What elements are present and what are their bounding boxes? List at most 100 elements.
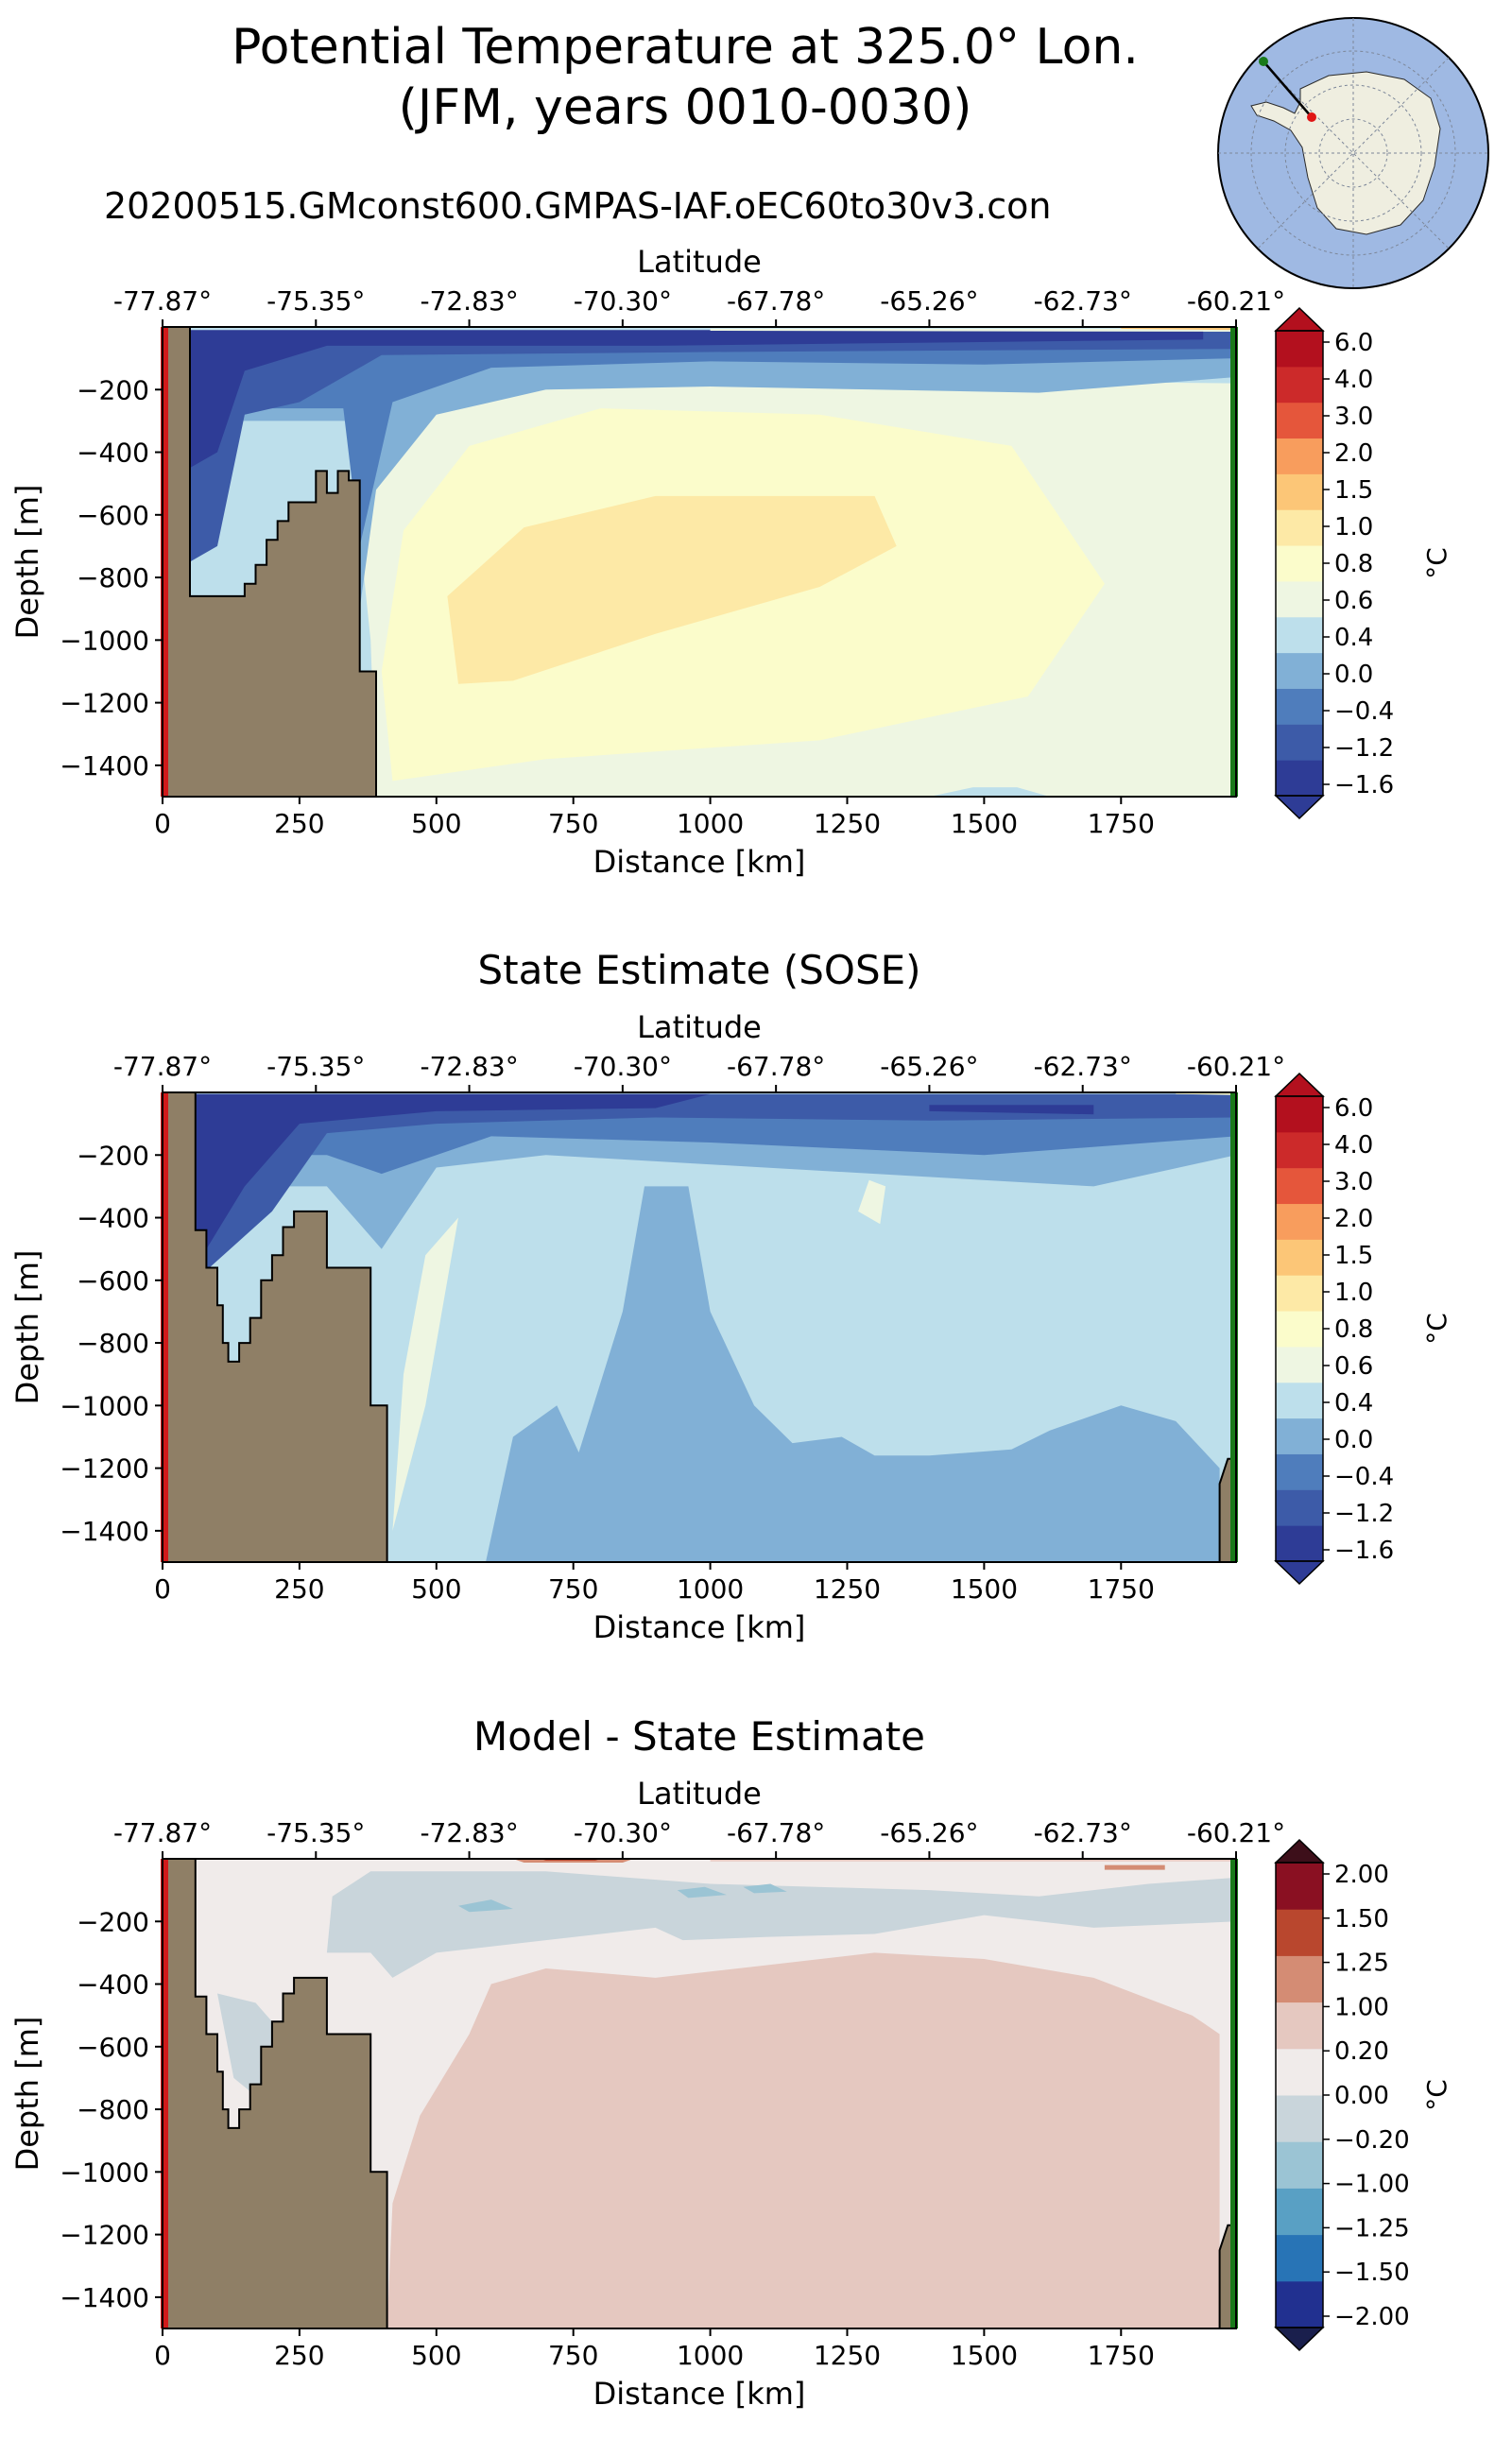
model-panel-xtick-label-7: 1750 [1088,808,1155,839]
model-panel-toptick-label-5: -65.26° [880,285,978,317]
model-panel-colorbar-swatch-12 [1276,331,1323,368]
difference-panel-colorbar-tick-label-8: −1.25 [1334,2214,1410,2242]
difference-panel-ytick-label-1: −400 [77,1969,149,2001]
difference-panel-toptick-label-1: -75.35° [266,1817,365,1848]
difference-panel-colorbar-tick-label-10: −2.00 [1334,2303,1410,2331]
model-panel-xtick-label-2: 500 [411,808,461,839]
difference-panel-contour-region-6 [743,1883,787,1894]
difference-panel-colorbar-swatch-3 [1276,2141,1323,2189]
figure-title-line2: (JFM, years 0010-0030) [398,79,972,136]
sose-panel-colorbar-tick-label-8: 0.4 [1334,1389,1373,1418]
difference-panel-colorbar-swatch-9 [1276,1863,1323,1910]
model-panel-colorbar-swatch-9 [1276,438,1323,474]
sose-panel-contour-region-1 [486,1186,1220,1562]
model-panel-toptick-label-1: -75.35° [266,285,365,317]
model-panel-colorbar-swatch-2 [1276,688,1323,725]
model-panel-xtick-label-6: 1500 [951,808,1018,839]
model-panel-colorbar-swatch-1 [1276,724,1323,761]
model-panel-colorbar-tick-label-0: 6.0 [1334,329,1373,357]
difference-panel-toptick-label-4: -67.78° [727,1817,825,1848]
difference-panel-colorbar-swatch-4 [1276,2095,1323,2142]
sose-panel-colorbar-swatch-3 [1276,1418,1323,1454]
difference-panel-colorbar-swatch-6 [1276,2002,1323,2050]
sose-panel-colorbar-tick-label-9: 0.0 [1334,1426,1373,1454]
difference-panel-colorbar-swatch-8 [1276,1909,1323,1956]
sose-panel-colorbar-swatch-4 [1276,1382,1323,1419]
sose-panel-xtick-label-6: 1500 [951,1573,1018,1605]
model-panel-xtick-label-0: 0 [154,808,171,839]
model-panel-colorbar-tick-label-11: −1.2 [1334,734,1394,763]
sose-panel-colorbar-tick-label-0: 6.0 [1334,1094,1373,1123]
model-panel-colorbar-swatch-6 [1276,545,1323,582]
model-panel-colorbar-extend-bottom [1274,795,1325,820]
sose-panel-ylabel: Depth [m] [9,1250,45,1405]
sose-panel-top-axis-label: Latitude [637,1009,762,1045]
transect-start-marker [1307,112,1316,122]
model-panel-chart: 0 250 500 750 1000 1250 1500 1750 Distance [km] −… [9,244,1452,880]
difference-panel-colorbar-swatch-1 [1276,2234,1323,2282]
model-panel-toptick-label-7: -60.21° [1187,285,1285,317]
model-panel-colorbar-tick-label-2: 3.0 [1334,403,1373,431]
sose-panel-ytick-label-3: −800 [77,1328,149,1359]
difference-panel-colorbar-tick-label-6: −0.20 [1334,2126,1410,2155]
model-panel-colorbar-tick-label-3: 2.0 [1334,439,1373,468]
difference-panel-xtick-label-4: 1000 [677,2340,744,2371]
sose-panel-colorbar-tick-label-4: 1.5 [1334,1242,1373,1270]
difference-panel-contour-region-4 [458,1899,513,1913]
sose-panel-bathymetry-left [163,1092,388,1562]
sose-panel-contour-region-2 [392,1217,458,1531]
model-panel-xtick-label-3: 750 [548,808,598,839]
difference-panel-xtick-label-2: 500 [411,2340,461,2371]
model-panel-colorbar-tick-label-9: 0.0 [1334,661,1373,689]
difference-panel-toptick-label-7: -60.21° [1187,1817,1285,1848]
sose-panel-colorbar-tick-label-5: 1.0 [1334,1279,1373,1307]
difference-panel-ytick-label-5: −1200 [60,2220,149,2251]
sose-panel-contour-region-8 [929,1105,1094,1115]
difference-panel-colorbar-tick-label-3: 1.00 [1334,1993,1389,2021]
model-panel-colorbar-tick-label-1: 4.0 [1334,366,1373,394]
sose-panel-toptick-label-0: -77.87° [113,1051,212,1082]
difference-panel-chart: 0 250 500 750 1000 1250 1500 1750 Distance [km] −… [9,1776,1452,2412]
sose-panel-toptick-label-1: -75.35° [266,1051,365,1082]
difference-panel-plot-frame [162,1858,1237,2329]
difference-panel-toptick-label-3: -70.30° [574,1817,672,1848]
sose-panel-toptick-label-4: -67.78° [727,1051,825,1082]
sose-panel-xtick-label-3: 750 [548,1573,598,1605]
difference-panel-toptick-label-0: -77.87° [113,1817,212,1848]
difference-panel-colorbar-tick-label-0: 2.00 [1334,1861,1389,1889]
sose-panel-plot-frame [162,1091,1237,1563]
difference-panel-ytick-label-4: −1000 [60,2156,149,2188]
difference-panel-colorbar-tick-label-5: 0.00 [1334,2082,1389,2110]
difference-panel-ytick-label-0: −200 [77,1906,149,1937]
model-panel-colorbar-swatch-0 [1276,760,1323,797]
model-panel-colorbar-swatch-10 [1276,402,1323,439]
model-panel-xtick-label-5: 1250 [814,808,881,839]
model-panel-colorbar-tick-label-4: 1.5 [1334,476,1373,505]
difference-panel-colorbar-tick-label-1: 1.50 [1334,1905,1389,1933]
difference-panel-xtick-label-7: 1750 [1088,2340,1155,2371]
sose-panel-colorbar-swatch-10 [1276,1167,1323,1205]
difference-panel-xtick-label-6: 1500 [951,2340,1018,2371]
model-panel-contour-region-7 [163,330,1204,484]
model-panel-top-axis-label: Latitude [637,244,762,280]
model-panel-contour-region-8 [710,328,1236,332]
model-panel-ytick-label-1: −400 [77,438,149,469]
difference-panel-colorbar-label: °C [1421,2079,1452,2111]
model-panel-toptick-label-6: -62.73° [1034,285,1132,317]
model-panel-toptick-label-3: -70.30° [574,285,672,317]
difference-panel-xtick-label-5: 1250 [814,2340,881,2371]
sose-panel-xlabel: Distance [km] [593,1609,806,1645]
model-panel-toptick-label-2: -72.83° [420,285,518,317]
sose-panel-xtick-label-5: 1250 [814,1573,881,1605]
model-panel-ytick-label-6: −1400 [60,750,149,782]
model-panel-xtick-label-4: 1000 [677,808,744,839]
sose-panel-ytick-label-1: −400 [77,1203,149,1234]
sose-panel-ytick-label-0: −200 [77,1140,149,1171]
difference-panel-top-axis-label: Latitude [637,1776,762,1812]
model-panel-colorbar-tick-label-10: −0.4 [1334,697,1394,726]
sose-panel-colorbar-swatch-12 [1276,1096,1323,1133]
sose-panel-colorbar-swatch-8 [1276,1239,1323,1276]
model-panel-colorbar-tick-label-7: 0.6 [1334,587,1373,615]
sose-panel-colorbar-tick-label-6: 0.8 [1334,1315,1373,1344]
sose-panel-colorbar-swatch-7 [1276,1275,1323,1312]
